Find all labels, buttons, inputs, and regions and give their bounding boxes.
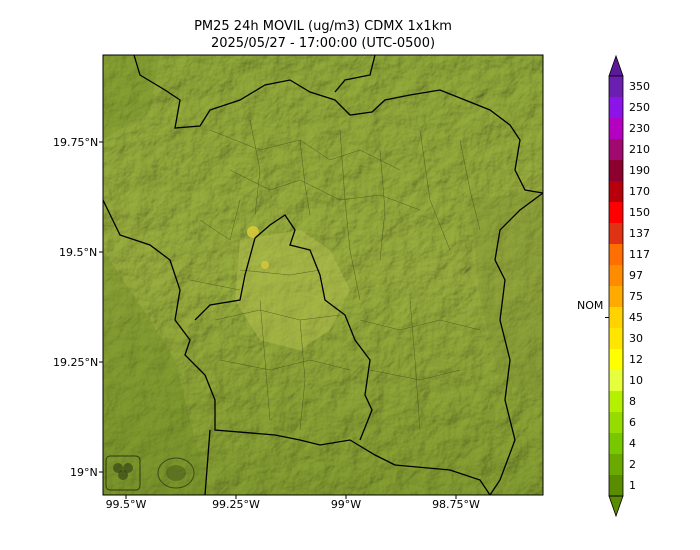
colorbar-segment (609, 286, 623, 307)
lat-tick-label: 19°N (70, 466, 98, 479)
lat-tick-label: 19.5°N (59, 246, 98, 259)
colorbar-label: 150 (629, 205, 650, 219)
map-title: PM25 24h MOVIL (ug/m3) CDMX 1x1km (194, 19, 452, 34)
lon-tick-label: 99.25°W (212, 498, 260, 511)
colorbar-segment (609, 475, 623, 496)
colorbar-label: 350 (629, 79, 650, 93)
gobierno-cdmx-logo (157, 457, 195, 489)
colorbar-segment (609, 328, 623, 349)
pm25-hotspot (261, 261, 269, 269)
lat-tick-label: 19.75°N (53, 136, 99, 149)
sedema-logo (105, 455, 141, 491)
colorbar-label: 230 (629, 121, 650, 135)
nom-label: NOM (577, 299, 604, 312)
colorbar-label: 30 (629, 331, 643, 345)
colorbar-label: 12 (629, 352, 643, 366)
colorbar-segment (609, 97, 623, 118)
colorbar-label: 4 (629, 436, 636, 450)
colorbar (605, 54, 624, 518)
map-frame (102, 54, 544, 496)
colorbar-label: 210 (629, 142, 650, 156)
colorbar-label: 117 (629, 247, 650, 261)
colorbar-label: 137 (629, 226, 650, 240)
lat-tick-label: 19.25°N (53, 356, 99, 369)
colorbar-label: 1 (629, 478, 636, 492)
colorbar-segment (609, 223, 623, 244)
map-area (103, 55, 543, 495)
colorbar-label: 8 (629, 394, 636, 408)
colorbar-label: 75 (629, 289, 643, 303)
colorbar-segment (609, 265, 623, 286)
colorbar-label: 97 (629, 268, 643, 282)
lon-tick-label: 98.75°W (432, 498, 480, 511)
colorbar-frame (608, 75, 624, 497)
colorbar-segment (609, 181, 623, 202)
colorbar-label: 190 (629, 163, 650, 177)
colorbar-label: 10 (629, 373, 643, 387)
colorbar-extend-bottom (608, 495, 624, 518)
colorbar-segment (609, 454, 623, 475)
colorbar-segment (609, 412, 623, 433)
lon-tick-label: 99.5°W (105, 498, 147, 511)
colorbar-extend-top (608, 54, 624, 77)
colorbar-label: 250 (629, 100, 650, 114)
municipal-boundaries (189, 119, 481, 431)
colorbar-segment (609, 244, 623, 265)
colorbar-segment (609, 118, 623, 139)
colorbar-segment (609, 370, 623, 391)
colorbar-segment (609, 391, 623, 412)
state-boundaries (103, 55, 543, 495)
colorbar-segment (609, 307, 623, 328)
colorbar-label: 170 (629, 184, 650, 198)
colorbar-segment (609, 202, 623, 223)
axis-ticks (99, 141, 457, 499)
colorbar-label: 2 (629, 457, 636, 471)
lon-tick-label: 99°W (330, 498, 362, 511)
colorbar-label: 45 (629, 310, 643, 324)
pm25-hotspot (247, 226, 259, 238)
colorbar-segment (609, 160, 623, 181)
colorbar-segment (609, 349, 623, 370)
colorbar-segment (609, 433, 623, 454)
colorbar-label: 6 (629, 415, 636, 429)
colorbar-segment (609, 139, 623, 160)
colorbar-segment (609, 76, 623, 97)
map-timestamp: 2025/05/27 - 17:00:00 (UTC-0500) (210, 36, 436, 51)
urban-area (235, 230, 350, 350)
